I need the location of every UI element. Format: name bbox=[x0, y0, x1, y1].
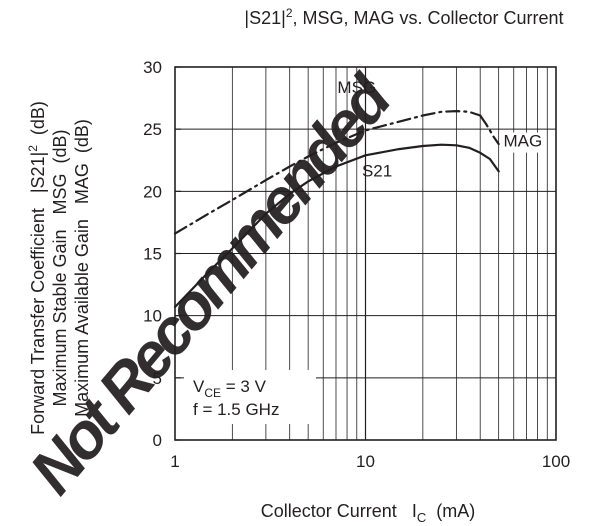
y-tick-label: 20 bbox=[143, 182, 162, 201]
y-axis-label-line-1: Forward Transfer Coefficient |S21|2 (dB) bbox=[26, 101, 48, 435]
annotation-vce-subscript: CE bbox=[204, 386, 221, 400]
annotation-vce-main: V bbox=[193, 377, 205, 396]
y-axis-label-line-2: Maximum Stable Gain MSG (dB) bbox=[50, 129, 70, 406]
y-tick-label: 0 bbox=[153, 431, 162, 450]
title-part-2: , MSG, MAG vs. Collector Current bbox=[293, 8, 564, 28]
y-tick-label: 25 bbox=[143, 120, 162, 139]
x-tick-label: 1 bbox=[170, 452, 179, 471]
series-label-s21: S21 bbox=[362, 161, 392, 180]
axis-ticks bbox=[175, 66, 181, 441]
annotation-vce-value: = 3 V bbox=[221, 377, 267, 396]
series-label-background bbox=[499, 132, 546, 153]
x-axis-label: Collector Current IC (mA) bbox=[261, 501, 475, 525]
annotation-background bbox=[184, 370, 316, 424]
annotation-vce: VCE = 3 V bbox=[193, 377, 267, 400]
series-label-mag: MAG bbox=[504, 132, 543, 151]
annotation-frequency: f = 1.5 GHz bbox=[193, 400, 279, 419]
x-axis-label-unit: (mA) bbox=[426, 501, 475, 521]
curves bbox=[173, 110, 500, 309]
y-label-1-superscript: 2 bbox=[26, 145, 40, 152]
x-axis-label-main: Collector Current I bbox=[261, 501, 417, 521]
tick-labels: 1 10 100 0 5 10 15 20 25 30 bbox=[143, 58, 570, 471]
y-tick-label: 5 bbox=[153, 369, 162, 388]
series-line-msg bbox=[173, 110, 482, 235]
y-tick-label: 30 bbox=[143, 58, 162, 77]
series-line-s21 bbox=[173, 143, 500, 309]
series-labels: MSG MAG S21 bbox=[337, 78, 546, 180]
y-label-1-unit: (dB) bbox=[28, 101, 48, 145]
x-axis-label-subscript: C bbox=[417, 510, 426, 525]
y-tick-label: 15 bbox=[143, 245, 162, 264]
series-line-mag bbox=[479, 114, 500, 146]
title-superscript: 2 bbox=[286, 6, 293, 20]
chart-title: |S21|2, MSG, MAG vs. Collector Current bbox=[244, 6, 563, 28]
x-tick-label: 100 bbox=[542, 452, 570, 471]
title-part-1: |S21| bbox=[244, 8, 285, 28]
series-label-msg: MSG bbox=[337, 78, 376, 97]
y-tick-label: 10 bbox=[143, 307, 162, 326]
y-axis-label: Forward Transfer Coefficient |S21|2 (dB)… bbox=[26, 101, 92, 435]
x-tick-label: 10 bbox=[356, 452, 375, 471]
y-label-1-main: Forward Transfer Coefficient |S21| bbox=[28, 152, 48, 435]
y-axis-label-line-3: Maximum Available Gain MAG (dB) bbox=[72, 119, 92, 417]
